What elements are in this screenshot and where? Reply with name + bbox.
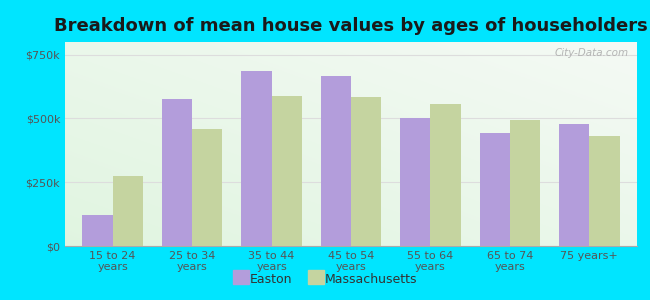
Bar [192, 129, 222, 246]
Bar [590, 136, 619, 246]
Bar [480, 133, 510, 246]
Bar [83, 215, 112, 246]
Text: City-Data.com: City-Data.com [554, 48, 629, 58]
Bar [510, 120, 540, 246]
Bar [162, 99, 192, 246]
Bar [400, 118, 430, 246]
Title: Breakdown of mean house values by ages of householders: Breakdown of mean house values by ages o… [54, 17, 648, 35]
Bar [321, 76, 351, 246]
Legend: Easton, Massachusetts: Easton, Massachusetts [227, 268, 422, 291]
Bar [272, 95, 302, 246]
Bar [241, 71, 272, 246]
Bar [351, 97, 381, 246]
Bar [559, 124, 590, 246]
Bar [430, 104, 461, 246]
Bar [112, 176, 143, 246]
